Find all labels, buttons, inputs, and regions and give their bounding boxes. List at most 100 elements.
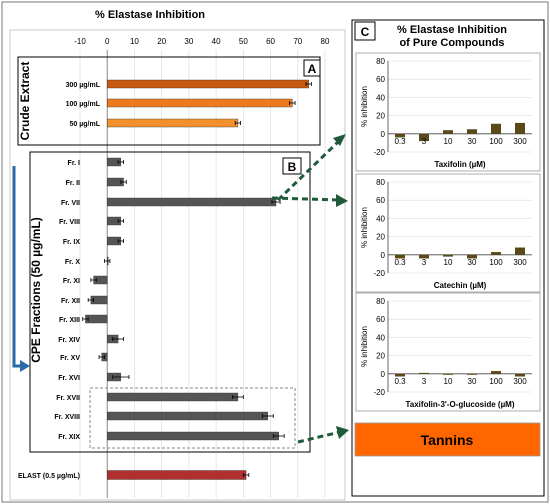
x-axis-label: Catechin (µM)	[434, 281, 487, 290]
y-tick-label: 80	[376, 57, 385, 66]
bar-category-label: Fr. VII	[61, 200, 80, 207]
bar	[107, 470, 247, 480]
x-tick-label: 0.3	[394, 377, 406, 386]
main-tick-label: -10	[74, 37, 86, 46]
bar-category-label: ELAST (0.5 µg/mL)	[18, 473, 80, 480]
bar-category-label: Fr. XIII	[59, 317, 80, 324]
main-axis-ticks: -10 0 10 20 30 40 50 60 70 80	[74, 37, 330, 46]
bar	[107, 411, 269, 421]
main-plot-area	[9, 29, 346, 501]
arrow-to-taxifolin	[276, 138, 342, 202]
bar	[107, 197, 277, 207]
bar-category-label: Fr. XVI	[58, 375, 80, 382]
bar	[395, 133, 405, 138]
y-tick-label: 80	[376, 297, 385, 306]
bar	[515, 373, 525, 377]
bar	[395, 254, 405, 259]
bar-category-label: Fr. XII	[61, 298, 80, 305]
x-tick-label: 3	[422, 377, 427, 386]
y-tick-label: 20	[376, 233, 385, 242]
bar	[491, 252, 501, 255]
main-bars: 300 µg/mL 100 µg/mL 50 µg/mL Fr. I Fr. II Fr.…	[18, 79, 312, 480]
bar-category-label: Fr. IX	[63, 239, 80, 246]
x-axis-label: Taxifolin-3'-O-glucoside (µM)	[405, 400, 514, 409]
bar-category-label: Fr. I	[68, 160, 81, 167]
y-axis-label: % inhibition	[360, 207, 369, 248]
x-tick-label: 3	[422, 137, 427, 146]
panel-c-letter: C	[361, 25, 370, 39]
bar-category-label: Fr. XI	[63, 278, 80, 285]
y-tick-label: 40	[376, 214, 385, 223]
panel-b-letter-box	[282, 157, 302, 175]
bar	[515, 247, 525, 255]
panel-a-letter: A	[308, 62, 317, 76]
bar-category-label: Fr. II	[66, 180, 80, 187]
blue-flow-line	[12, 166, 25, 368]
cpe-fractions-label: CPE Fractions (50 µg/mL)	[29, 217, 43, 363]
bar-category-label: 100 µg/mL	[66, 101, 101, 108]
y-axis-label: % inhibition	[360, 86, 369, 127]
arrow-to-catechin	[271, 196, 341, 202]
blue-arrow-head-icon	[20, 360, 30, 372]
bar	[85, 314, 108, 324]
y-tick-label: 0	[381, 251, 386, 260]
y-tick-label: 40	[376, 93, 385, 102]
panel-a-box	[17, 56, 321, 146]
tannin-fractions-highlight	[89, 387, 296, 449]
tannins-banner	[354, 422, 541, 457]
bar-category-label: Fr. X	[65, 259, 81, 266]
x-tick-label: 30	[468, 137, 477, 146]
main-tick-label: 50	[239, 37, 248, 46]
main-tick-label: 0	[105, 37, 110, 46]
bar-category-label: 50 µg/mL	[70, 121, 101, 128]
arrow-head-taxifolin-icon	[333, 134, 346, 146]
bar	[107, 98, 293, 108]
y-tick-label: 80	[376, 178, 385, 187]
arrow-head-tannins-icon	[336, 426, 349, 439]
bar	[107, 392, 239, 402]
main-tick-label: 60	[266, 37, 275, 46]
y-tick-label: 60	[376, 75, 385, 84]
compound-chart-frame	[355, 173, 541, 293]
compound-chart-frame	[355, 52, 541, 172]
bar	[467, 129, 477, 134]
compound-chart: -20 0 20 40 60 80 0.3 3 10 30 100 300 % inhibition Ta…	[355, 292, 541, 412]
x-axis-label: Taxifolin (µM)	[434, 160, 485, 169]
x-tick-label: 300	[513, 258, 527, 267]
bar	[443, 373, 453, 375]
y-tick-label: 0	[381, 370, 386, 379]
bar-category-label: Fr. XIX	[58, 434, 80, 441]
y-tick-label: 20	[376, 352, 385, 361]
bar-category-label: Fr. XIV	[58, 337, 80, 344]
panel-c-title-line2: of Pure Compounds	[399, 37, 504, 49]
y-tick-label: 0	[381, 130, 386, 139]
bar	[443, 130, 453, 134]
bar	[395, 373, 405, 377]
x-tick-label: 30	[468, 258, 477, 267]
bar	[419, 372, 429, 374]
main-tick-label: 70	[293, 37, 302, 46]
x-tick-label: 10	[444, 258, 453, 267]
tannins-label: Tannins	[421, 432, 474, 448]
bar	[491, 371, 501, 374]
y-axis-label: % inhibition	[360, 326, 369, 367]
bar	[419, 254, 429, 259]
y-tick-label: 60	[376, 315, 385, 324]
y-tick-label: -20	[373, 148, 385, 157]
main-title: % Elastase Inhibition	[95, 9, 205, 21]
compound-chart: -20 0 20 40 60 80 0.3 3 10 30 100 300 % inhibition Ta…	[355, 52, 541, 172]
y-tick-label: 40	[376, 333, 385, 342]
bar	[107, 431, 279, 441]
bar	[419, 133, 429, 142]
panel-b-letter: B	[288, 160, 297, 174]
bar	[107, 118, 239, 128]
bar-category-label: 300 µg/mL	[66, 82, 101, 89]
y-tick-label: 60	[376, 196, 385, 205]
y-tick-label: 20	[376, 112, 385, 121]
bar-category-label: Fr. XVIII	[54, 414, 80, 421]
x-tick-label: 30	[468, 377, 477, 386]
main-tick-label: 40	[212, 37, 221, 46]
